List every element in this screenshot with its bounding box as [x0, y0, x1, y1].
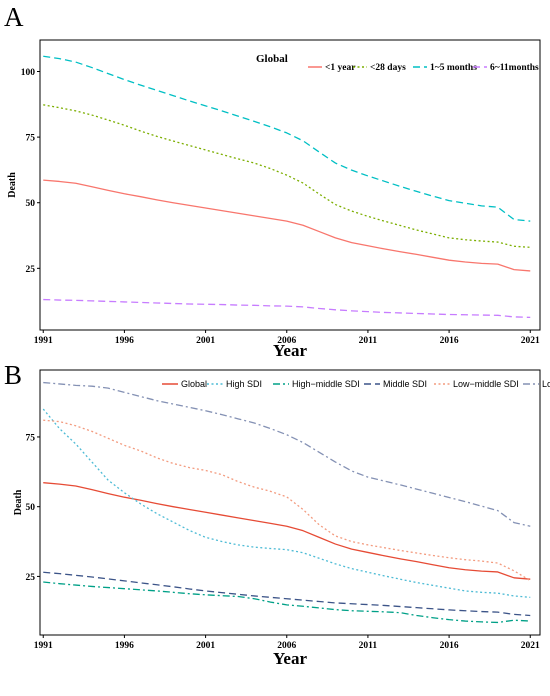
y-axis-title: Death — [7, 172, 18, 198]
y-tick-label: 75 — [26, 433, 36, 443]
series-line-3 — [43, 298, 531, 319]
x-tick-label: 2021 — [521, 336, 540, 346]
legend-label-1: High SDI — [226, 379, 262, 389]
x-tick-label: 2001 — [196, 641, 215, 651]
legend-label-2: High−middle SDI — [292, 379, 360, 389]
legend: Global <1 year <28 days 1~5 months 6~11month… — [256, 53, 539, 73]
legend-title: Global — [256, 53, 288, 65]
chart-panel-b: B 1991 1996 2001 2006 2011 2016 2021 25 50 75 Year D… — [4, 360, 550, 668]
panel-label: B — [4, 360, 22, 390]
plot-frame — [39, 369, 541, 636]
legend: Global High SDI High−middle SDI Middle SDI L… — [162, 379, 550, 389]
x-tick-label: 1991 — [34, 336, 53, 346]
x-tick-label: 2016 — [440, 641, 459, 651]
legend-label-0: <1 year — [325, 63, 356, 73]
y-tick-label: 25 — [26, 265, 36, 275]
x-tick-label: 1996 — [115, 641, 134, 651]
panel-label: A — [4, 2, 24, 32]
series-line-4 — [43, 419, 531, 582]
legend-label-5: Low SDI — [542, 379, 550, 389]
chart-panel-a: A 1991 1996 2001 2006 2011 2016 2021 25 50 75 100 Ye… — [4, 2, 541, 360]
x-tick-label: 2016 — [440, 336, 459, 346]
legend-label-4: Low−middle SDI — [453, 379, 519, 389]
x-tick-label: 2006 — [277, 641, 296, 651]
plot-frame — [39, 39, 541, 331]
x-tick-label: 2006 — [277, 336, 296, 346]
legend-label-2: 1~5 months — [430, 63, 477, 73]
x-axis-title: Year — [273, 341, 307, 360]
x-axis-title: Year — [273, 649, 307, 668]
x-tick-label: 2001 — [196, 336, 215, 346]
x-tick-label: 1991 — [34, 641, 53, 651]
x-tick-label: 1996 — [115, 336, 134, 346]
series-line-1 — [43, 104, 531, 248]
y-tick-label: 25 — [26, 573, 36, 583]
y-tick-label: 75 — [26, 134, 36, 144]
series-line-0 — [43, 179, 531, 272]
series-line-0 — [43, 482, 531, 580]
legend-label-1: <28 days — [370, 63, 406, 73]
x-tick-label: 2021 — [521, 641, 540, 651]
series-line-2 — [43, 581, 531, 624]
x-tick-label: 2011 — [359, 336, 378, 346]
y-tick-label: 50 — [26, 503, 36, 513]
y-tick-label: 50 — [26, 199, 36, 209]
legend-label-3: Middle SDI — [383, 379, 427, 389]
legend-label-0: Global — [181, 379, 207, 389]
series-line-1 — [42, 408, 531, 598]
y-tick-label: 100 — [21, 68, 36, 78]
y-axis-title: Death — [13, 489, 24, 515]
x-tick-label: 2011 — [359, 641, 378, 651]
legend-label-3: 6~11months — [490, 63, 539, 73]
series-line-5 — [43, 381, 531, 527]
series-line-3 — [43, 571, 531, 617]
series-line-2 — [43, 55, 531, 222]
